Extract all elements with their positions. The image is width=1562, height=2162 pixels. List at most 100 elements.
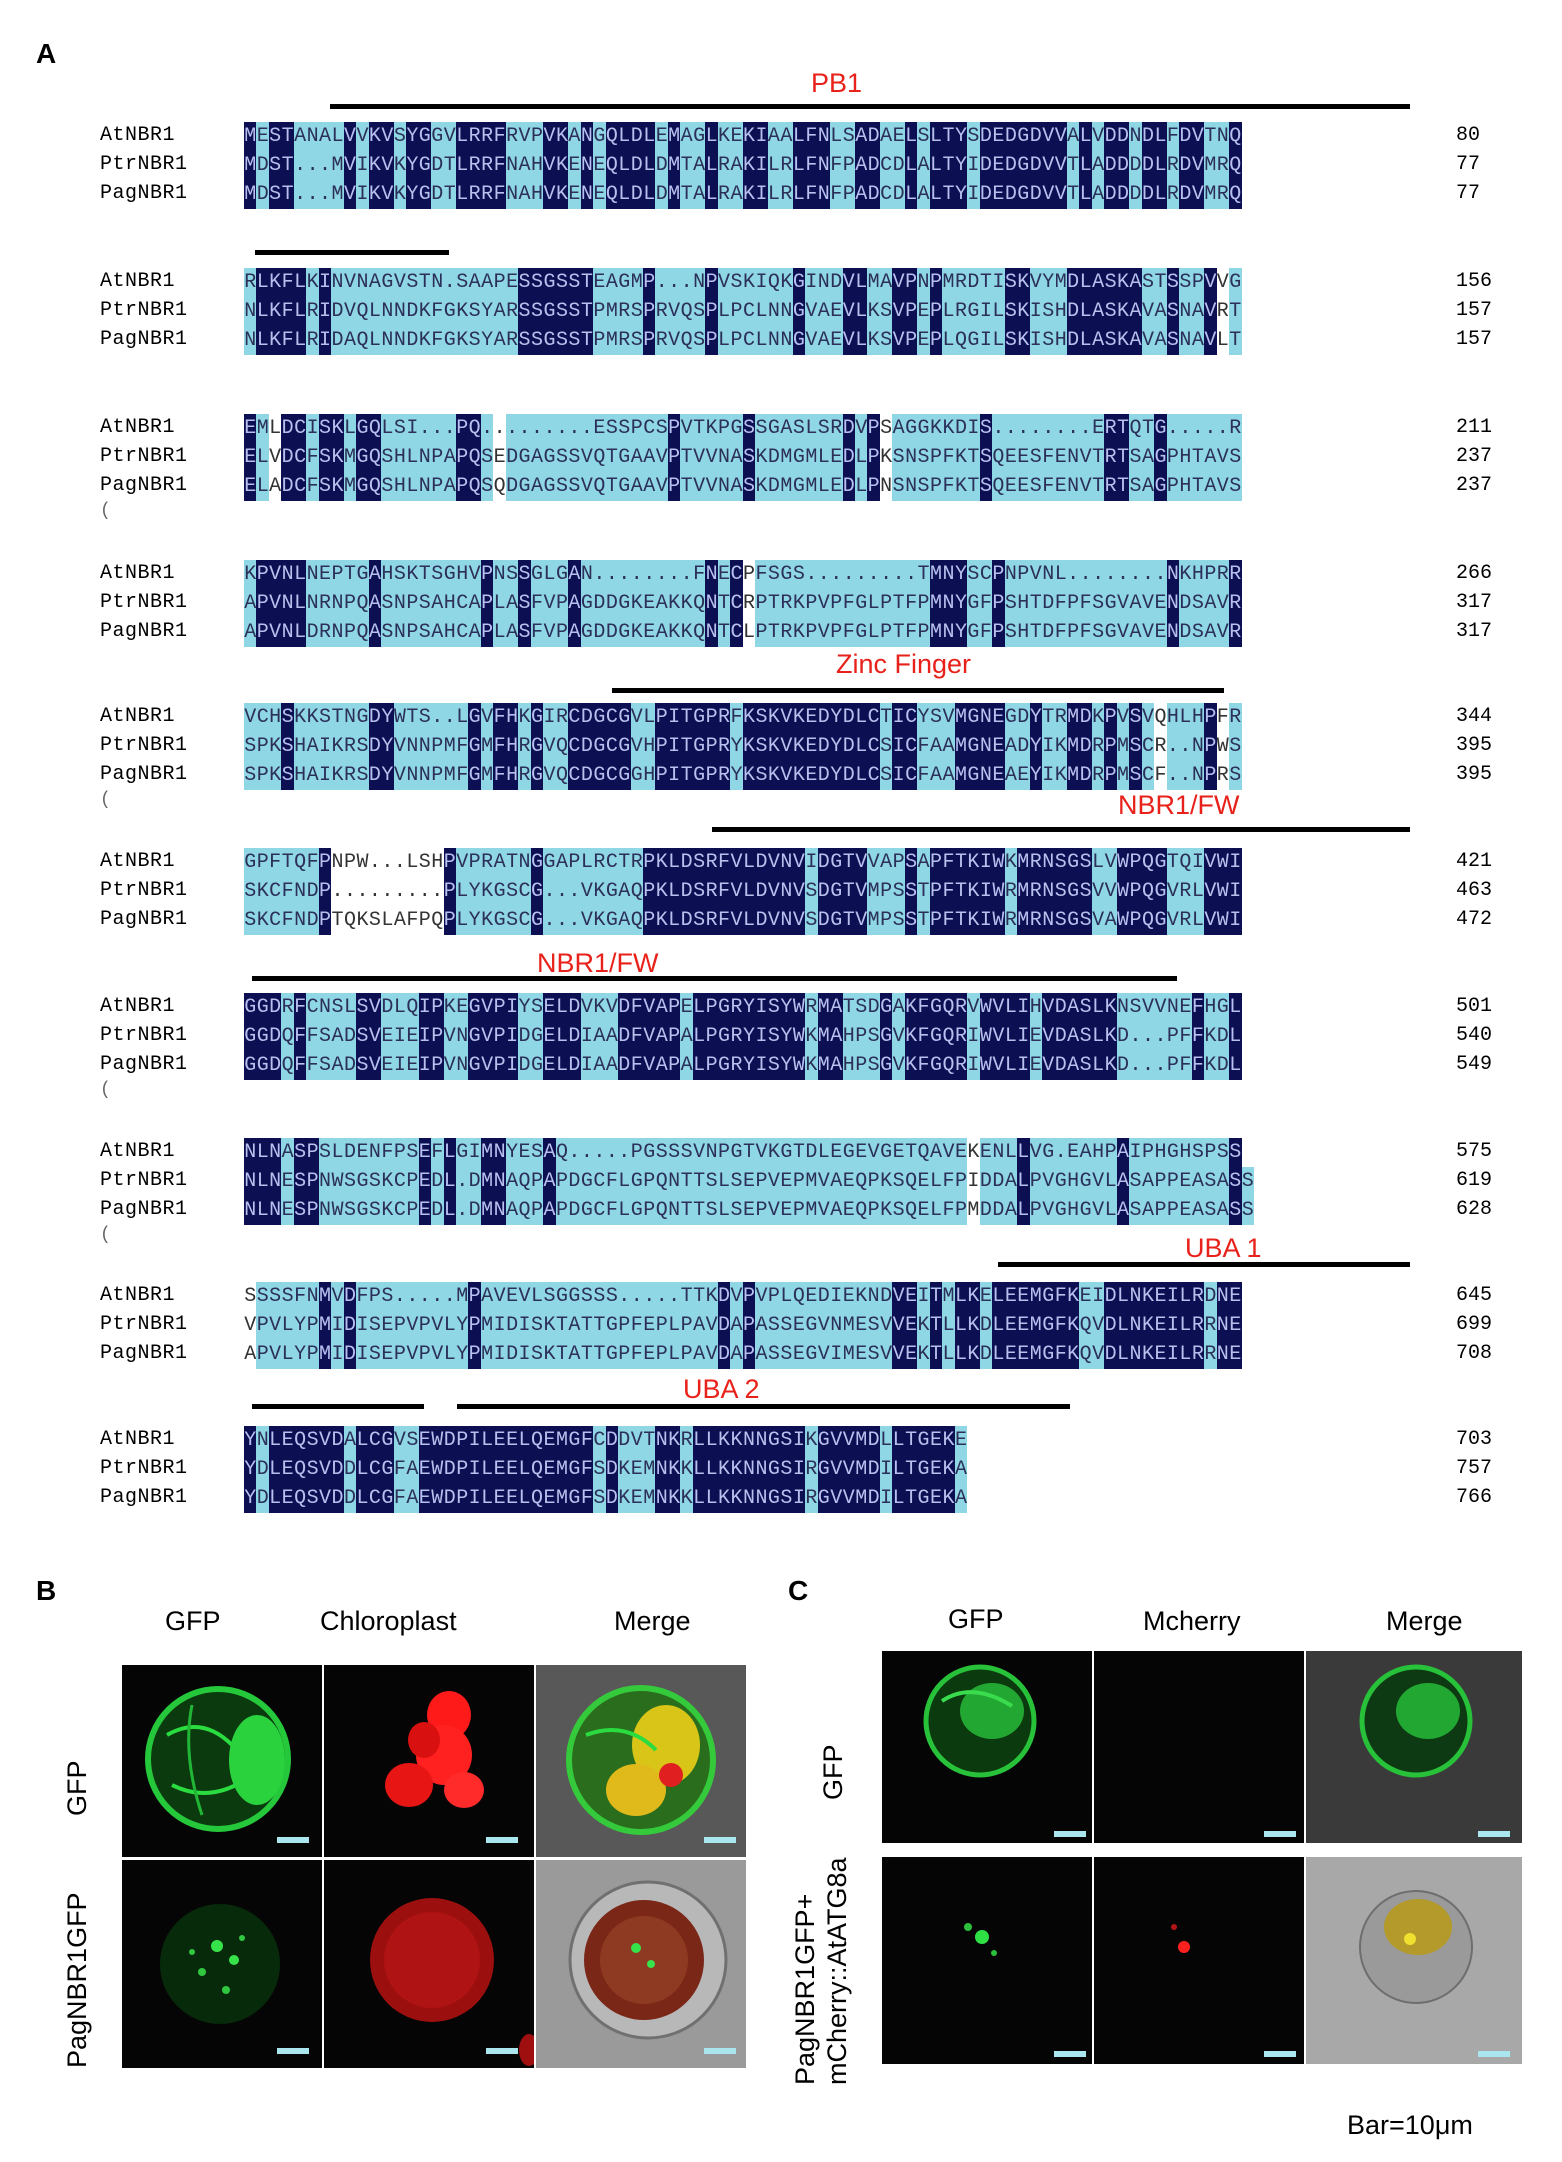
residue: K — [1179, 560, 1192, 589]
residue: V — [343, 151, 357, 180]
residue: V — [1166, 906, 1180, 935]
residue: S — [368, 909, 381, 932]
residue: D — [630, 151, 643, 180]
residue: T — [1116, 443, 1130, 472]
residue: P — [929, 848, 943, 877]
residue: N — [1042, 906, 1055, 935]
residue: . — [655, 268, 668, 297]
residue: T — [680, 472, 693, 501]
residue: L — [443, 1340, 456, 1369]
residue: V — [268, 1340, 282, 1369]
residue: P — [917, 618, 930, 647]
domain-label-nbr1fw-2: NBR1/FW — [537, 948, 659, 978]
sequence-position: 395 — [1456, 734, 1493, 757]
residue: E — [1004, 443, 1018, 472]
residue: L — [892, 1426, 905, 1455]
residue: I — [1166, 1282, 1180, 1311]
residue: D — [879, 1282, 893, 1311]
residue: V — [705, 1311, 718, 1340]
residue: K — [331, 443, 344, 472]
residue: L — [667, 1311, 681, 1340]
residue: H — [431, 851, 444, 874]
residue: N — [867, 1282, 880, 1311]
residue: P — [904, 326, 918, 355]
residue: K — [1104, 1022, 1117, 1051]
residue: R — [1179, 906, 1192, 935]
residue: T — [1116, 472, 1130, 501]
residue: Y — [1042, 268, 1055, 297]
residue: A — [493, 848, 506, 877]
residue: A — [543, 1167, 556, 1196]
residue: E — [954, 1426, 968, 1455]
residue: T — [680, 180, 693, 209]
residue: N — [331, 851, 344, 874]
residue: R — [717, 761, 731, 790]
residue: R — [1229, 414, 1242, 443]
residue: L — [256, 1167, 269, 1196]
panel-b-gfp-gfp-image — [122, 1665, 322, 1857]
residue: . — [1104, 560, 1117, 589]
residue: Q — [904, 1167, 918, 1196]
residue: Y — [406, 122, 419, 151]
residue: E — [1004, 1282, 1018, 1311]
residue: S — [1229, 1138, 1242, 1167]
residue: . — [630, 1282, 643, 1311]
residue: Y — [1029, 703, 1042, 732]
residue: L — [455, 151, 469, 180]
residue: S — [356, 732, 369, 761]
residue: A — [643, 443, 656, 472]
residue: Q — [368, 443, 382, 472]
residue: G — [468, 703, 481, 732]
residue: G — [256, 1051, 269, 1080]
residue: G — [767, 1455, 781, 1484]
residue: M — [480, 761, 494, 790]
residue: L — [543, 560, 556, 589]
residue: L — [281, 1340, 294, 1369]
residue: I — [979, 848, 993, 877]
residue: F — [904, 618, 918, 647]
residue: P — [717, 414, 731, 443]
residue: F — [393, 1484, 407, 1513]
residue: I — [318, 732, 332, 761]
residue: P — [705, 732, 718, 761]
residue: Q — [692, 618, 706, 647]
residue: N — [368, 1138, 382, 1167]
residue: K — [879, 1196, 893, 1225]
residue: V — [817, 618, 831, 647]
residue: L — [817, 472, 831, 501]
residue: L — [1179, 1340, 1192, 1369]
residue: S — [767, 560, 781, 589]
residue: C — [593, 1167, 606, 1196]
residue: E — [992, 122, 1005, 151]
residue: T — [954, 906, 968, 935]
residue: E — [568, 180, 581, 209]
residue: N — [755, 1455, 768, 1484]
residue: P — [406, 589, 419, 618]
residue: I — [318, 326, 332, 355]
residue: L — [954, 1282, 968, 1311]
residue: S — [281, 703, 294, 732]
residue: L — [892, 1455, 905, 1484]
residue: L — [1079, 326, 1092, 355]
residue: N — [830, 1311, 843, 1340]
residue: K — [455, 326, 469, 355]
residue: D — [717, 1311, 731, 1340]
residue: D — [331, 326, 344, 355]
residue: P — [1129, 906, 1142, 935]
residue: V — [268, 1311, 282, 1340]
residue: S — [268, 151, 282, 180]
residue: . — [904, 560, 918, 589]
residue: L — [643, 703, 656, 732]
residue: V — [1029, 268, 1042, 297]
residue: P — [306, 1340, 319, 1369]
residue: . — [455, 1167, 469, 1196]
residue: G — [1216, 993, 1230, 1022]
residue: Y — [244, 1455, 257, 1484]
residue: N — [293, 877, 307, 906]
residue: Y — [954, 180, 968, 209]
residue: K — [967, 1340, 980, 1369]
residue: V — [767, 1196, 781, 1225]
residue: K — [767, 1138, 781, 1167]
residue: V — [667, 326, 681, 355]
residue: P — [431, 1022, 444, 1051]
